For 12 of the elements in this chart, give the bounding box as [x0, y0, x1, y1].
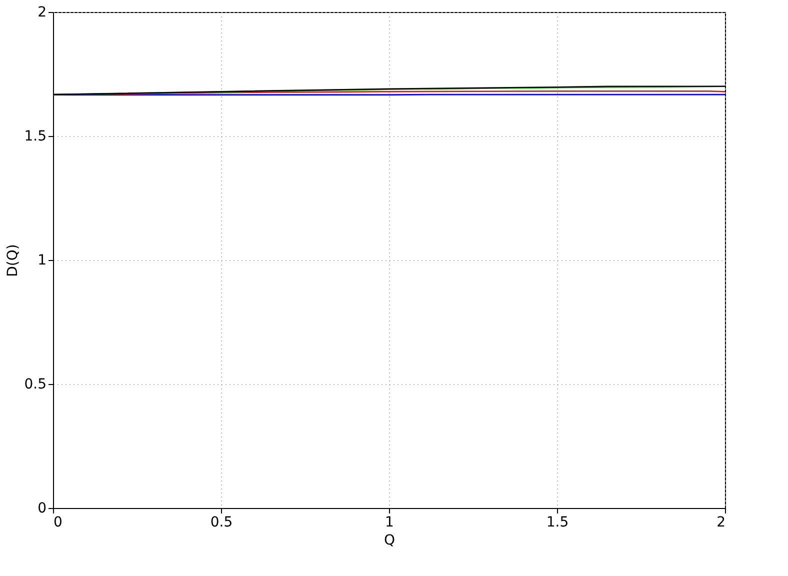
y-tick-label: 1 [38, 252, 46, 268]
x-axis-title: Q [384, 532, 396, 548]
x-tick-label: 0 [54, 514, 62, 530]
y-tick-label: 2 [38, 4, 46, 20]
y-tick-label: 0 [38, 500, 46, 516]
y-tick-label: 0.5 [24, 376, 46, 392]
x-tick-label: 1 [385, 514, 394, 530]
x-tick-label: 0.5 [210, 514, 233, 530]
y-axis-title: D(Q) [5, 244, 22, 277]
x-tick-label: 1.5 [546, 514, 569, 530]
x-tick-label: 2 [716, 514, 726, 530]
y-tick-label: 1.5 [24, 128, 46, 144]
